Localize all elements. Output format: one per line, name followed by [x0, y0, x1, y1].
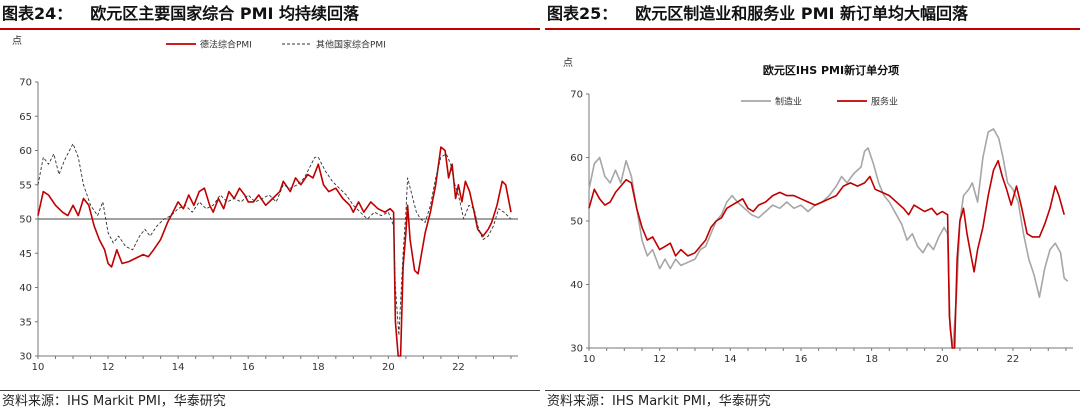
x-tick-label: 18	[865, 354, 878, 365]
source-note: 资料来源：IHS Markit PMI，华泰研究	[547, 394, 771, 409]
chart-panel-right: 图表25： 欧元区制造业和服务业 PMI 新订单均大幅回落 点欧元区IHS PMI…	[545, 0, 1080, 411]
y-tick-label: 40	[570, 280, 583, 291]
x-tick-label: 20	[382, 362, 395, 370]
x-tick-label: 10	[32, 362, 45, 370]
y-tick-label: 70	[19, 78, 32, 89]
x-tick-label: 12	[653, 354, 666, 365]
series-line-2	[588, 159, 1065, 349]
legend-label-1: 德法综合PMI	[200, 39, 252, 51]
y-tick-label: 30	[19, 352, 32, 363]
x-tick-label: 16	[242, 362, 255, 370]
figure-title-bar: 图表25： 欧元区制造业和服务业 PMI 新订单均大幅回落	[545, 0, 1080, 30]
series-line-1	[37, 146, 512, 357]
legend-label-1: 制造业	[775, 96, 802, 108]
series-line-2	[37, 143, 512, 336]
figure-title-bar: 图表24： 欧元区主要国家综合 PMI 均持续回落	[0, 0, 540, 30]
legend-label-2: 服务业	[871, 96, 898, 108]
x-tick-label: 10	[583, 354, 596, 365]
y-tick-label: 30	[570, 344, 583, 355]
figure-title: 欧元区制造业和服务业 PMI 新订单均大幅回落	[635, 4, 969, 23]
series-line-1	[588, 128, 1069, 349]
x-tick-label: 18	[312, 362, 325, 370]
y-tick-label: 70	[570, 90, 583, 101]
y-tick-label: 60	[570, 153, 583, 164]
figure-number: 图表25：	[547, 4, 618, 23]
x-tick-label: 14	[724, 354, 737, 365]
y-axis-unit: 点	[563, 57, 573, 69]
x-tick-label: 16	[795, 354, 808, 365]
x-tick-label: 22	[452, 362, 465, 370]
figure-title: 欧元区主要国家综合 PMI 均持续回落	[90, 4, 360, 23]
chart-inner-title: 欧元区IHS PMI新订单分项	[763, 63, 899, 77]
y-tick-label: 50	[19, 215, 32, 226]
y-tick-label: 40	[19, 283, 32, 294]
legend-label-2: 其他国家综合PMI	[316, 39, 386, 51]
chart-left: 点 30 35 40 45 50 55 60 65 70 10 12 14 16 18 20 22 德法综合PMI…	[12, 35, 518, 370]
x-tick-label: 14	[172, 362, 185, 370]
y-tick-label: 55	[19, 180, 32, 191]
bottom-rule	[0, 390, 540, 391]
y-tick-label: 60	[19, 146, 32, 157]
y-tick-label: 35	[19, 317, 32, 328]
x-tick-label: 22	[1007, 354, 1020, 365]
source-note: 资料来源：IHS Markit PMI，华泰研究	[2, 394, 226, 409]
figure-number: 图表24：	[2, 4, 73, 23]
y-axis-unit: 点	[12, 35, 22, 47]
y-tick-label: 45	[19, 249, 32, 260]
y-tick-label: 50	[570, 217, 583, 228]
chart-panel-left: 图表24： 欧元区主要国家综合 PMI 均持续回落 点 30 35 40 45 50 55 60…	[0, 0, 540, 409]
x-tick-label: 12	[102, 362, 115, 370]
y-tick-label: 65	[19, 112, 32, 123]
bottom-rule	[545, 390, 1080, 391]
x-tick-label: 20	[936, 354, 949, 365]
